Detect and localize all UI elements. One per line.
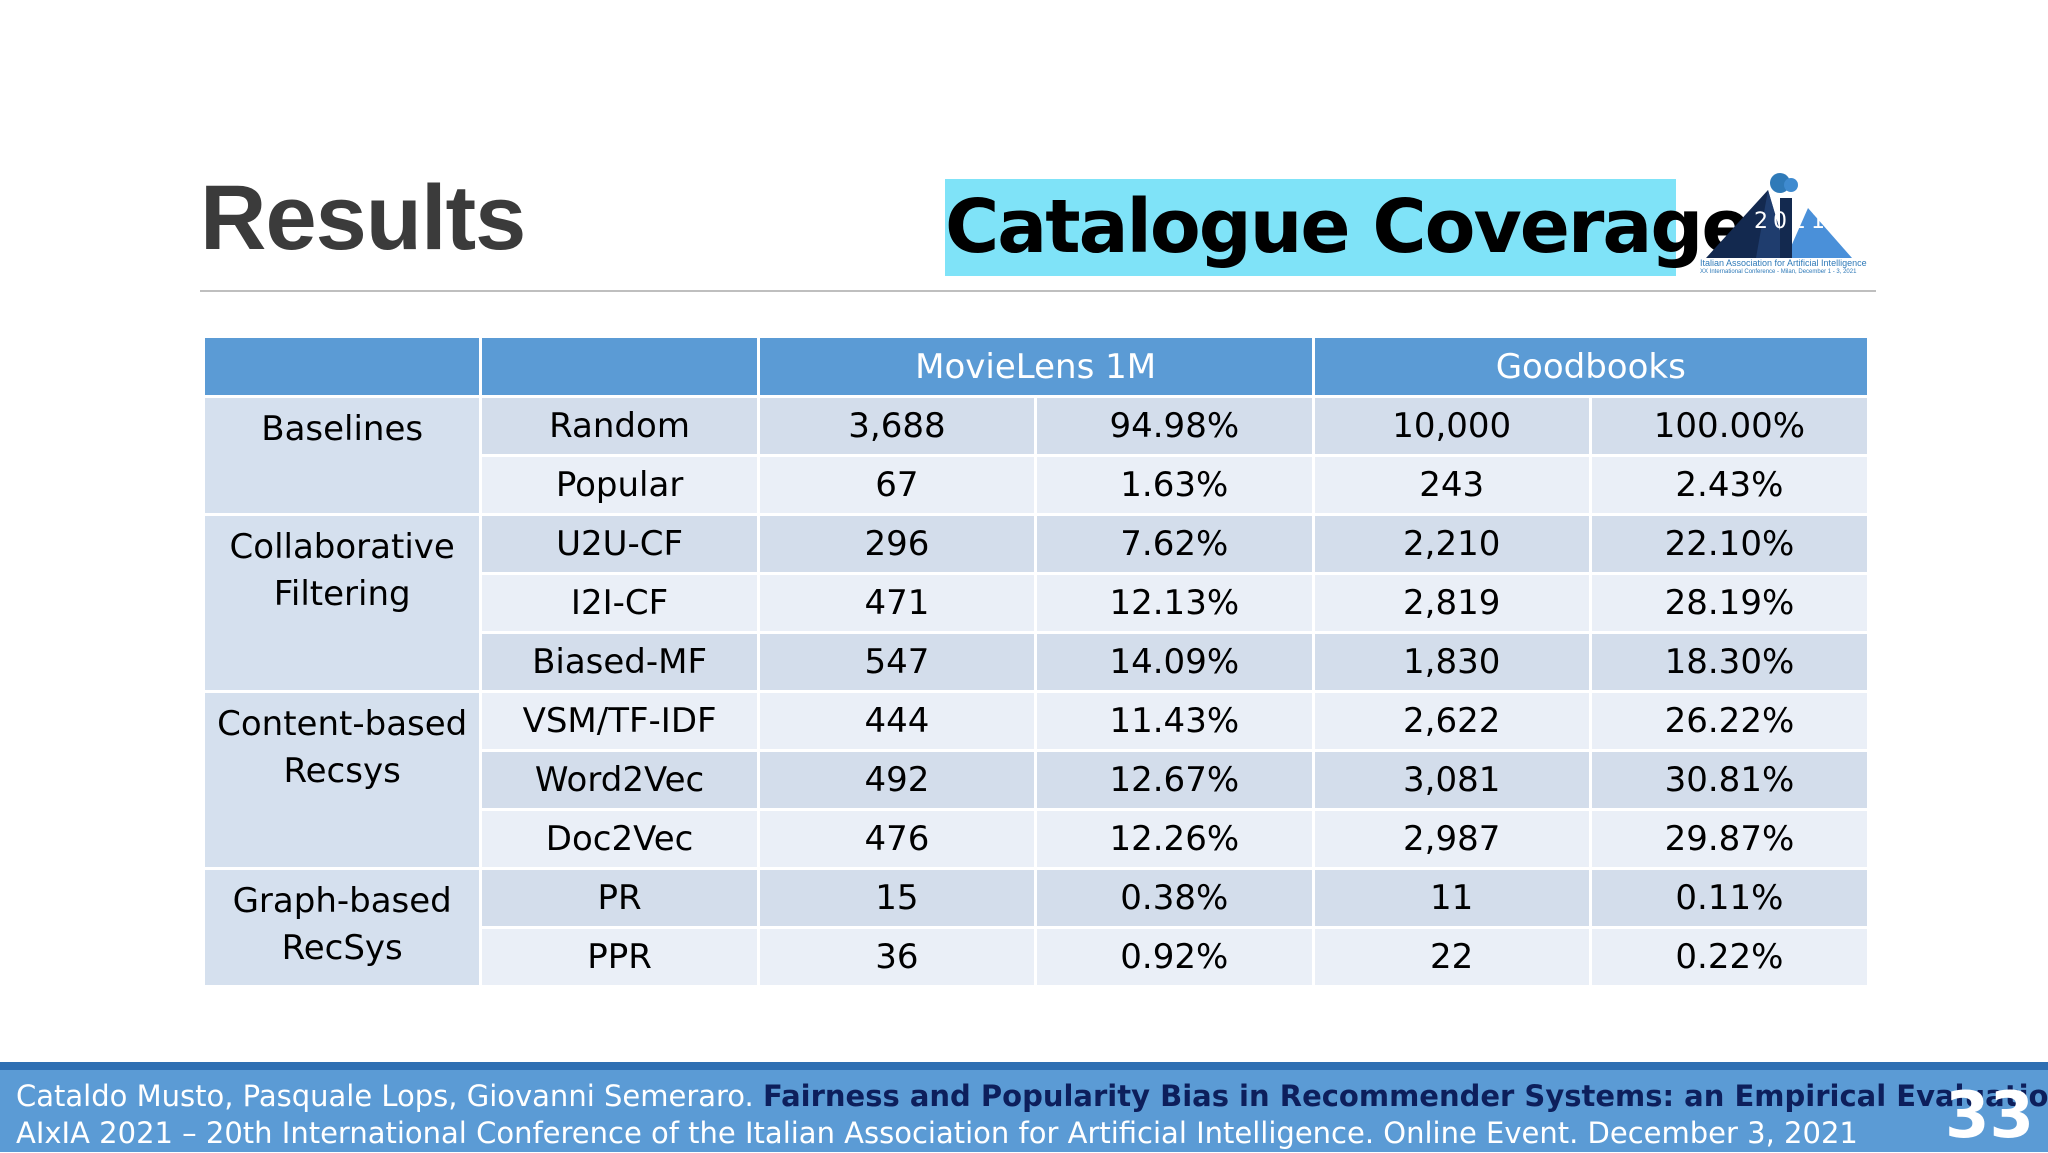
method-cell: VSM/TF-IDF xyxy=(482,693,757,749)
method-cell: I2I-CF xyxy=(482,575,757,631)
table-row: Doc2Vec 476 12.26% 2,987 29.87% xyxy=(205,811,1867,867)
group-label: Graph-based RecSys xyxy=(205,870,480,985)
goodbooks-percent-cell: 26.22% xyxy=(1591,693,1867,749)
coverage-table: MovieLens 1M Goodbooks Baselines Random 3,… xyxy=(202,335,1870,988)
table-row: PPR 36 0.92% 22 0.22% xyxy=(205,929,1867,985)
logo-year: 2021 xyxy=(1754,209,1830,234)
movielens-percent-cell: 12.13% xyxy=(1037,575,1312,631)
goodbooks-count-cell: 11 xyxy=(1314,870,1589,926)
method-cell: Popular xyxy=(482,457,757,513)
movielens-count-cell: 492 xyxy=(759,752,1035,808)
movielens-percent-cell: 94.98% xyxy=(1037,398,1312,454)
goodbooks-count-cell: 243 xyxy=(1314,457,1589,513)
goodbooks-percent-cell: 28.19% xyxy=(1591,575,1867,631)
table-row: Word2Vec 492 12.67% 3,081 30.81% xyxy=(205,752,1867,808)
method-cell: Random xyxy=(482,398,757,454)
movielens-count-cell: 296 xyxy=(759,516,1035,572)
movielens-count-cell: 3,688 xyxy=(759,398,1035,454)
method-cell: U2U-CF xyxy=(482,516,757,572)
table-header-row: MovieLens 1M Goodbooks xyxy=(205,338,1867,395)
footer-citation-line-1: Cataldo Musto, Pasquale Lops, Giovanni S… xyxy=(16,1082,2048,1111)
goodbooks-count-cell: 1,830 xyxy=(1314,634,1589,690)
goodbooks-percent-cell: 22.10% xyxy=(1591,516,1867,572)
movielens-percent-cell: 12.67% xyxy=(1037,752,1312,808)
method-cell: Word2Vec xyxy=(482,752,757,808)
header-empty-group xyxy=(205,338,480,395)
movielens-percent-cell: 1.63% xyxy=(1037,457,1312,513)
table-row: Popular 67 1.63% 243 2.43% xyxy=(205,457,1867,513)
movielens-count-cell: 476 xyxy=(759,811,1035,867)
table-row: Baselines Random 3,688 94.98% 10,000 100.00% xyxy=(205,398,1867,513)
movielens-count-cell: 15 xyxy=(759,870,1035,926)
movielens-percent-cell: 7.62% xyxy=(1037,516,1312,572)
goodbooks-percent-cell: 0.11% xyxy=(1591,870,1867,926)
group-label: Baselines xyxy=(205,398,480,513)
logo-caption-line-1: Italian Association for Artificial Intel… xyxy=(1700,258,1867,268)
movielens-count-cell: 36 xyxy=(759,929,1035,985)
goodbooks-percent-cell: 18.30% xyxy=(1591,634,1867,690)
header-dataset-goodbooks: Goodbooks xyxy=(1314,338,1867,395)
method-cell: PPR xyxy=(482,929,757,985)
group-label: Content-based Recsys xyxy=(205,693,480,867)
header-dataset-movielens: MovieLens 1M xyxy=(759,338,1312,395)
movielens-percent-cell: 0.92% xyxy=(1037,929,1312,985)
goodbooks-percent-cell: 30.81% xyxy=(1591,752,1867,808)
goodbooks-count-cell: 3,081 xyxy=(1314,752,1589,808)
movielens-count-cell: 444 xyxy=(759,693,1035,749)
footer-bar: Cataldo Musto, Pasquale Lops, Giovanni S… xyxy=(0,1062,2048,1152)
footer-authors: Cataldo Musto, Pasquale Lops, Giovanni S… xyxy=(16,1079,754,1113)
method-cell: PR xyxy=(482,870,757,926)
table-row: Content-based Recsys VSM/TF-IDF 444 11.43% 2,… xyxy=(205,693,1867,867)
goodbooks-count-cell: 2,819 xyxy=(1314,575,1589,631)
title-divider xyxy=(200,290,1876,292)
goodbooks-percent-cell: 0.22% xyxy=(1591,929,1867,985)
page-number: 33 xyxy=(1944,1079,2034,1153)
table-row: Graph-based RecSys PR 15 0.38% 11 0.11% xyxy=(205,870,1867,985)
method-cell: Biased-MF xyxy=(482,634,757,690)
aixia-logo: 2021 xyxy=(1706,173,1852,258)
movielens-count-cell: 547 xyxy=(759,634,1035,690)
goodbooks-count-cell: 2,622 xyxy=(1314,693,1589,749)
movielens-percent-cell: 14.09% xyxy=(1037,634,1312,690)
goodbooks-count-cell: 2,987 xyxy=(1314,811,1589,867)
table-row: Biased-MF 547 14.09% 1,830 18.30% xyxy=(205,634,1867,690)
movielens-count-cell: 471 xyxy=(759,575,1035,631)
footer-venue: AIxIA 2021 – 20th International Conferen… xyxy=(16,1116,1858,1150)
goodbooks-count-cell: 10,000 xyxy=(1314,398,1589,454)
goodbooks-count-cell: 2,210 xyxy=(1314,516,1589,572)
slide-title: Results xyxy=(200,167,526,269)
movielens-percent-cell: 0.38% xyxy=(1037,870,1312,926)
method-cell: Doc2Vec xyxy=(482,811,757,867)
goodbooks-percent-cell: 2.43% xyxy=(1591,457,1867,513)
header-empty-method xyxy=(482,338,757,395)
movielens-percent-cell: 12.26% xyxy=(1037,811,1312,867)
table-row: I2I-CF 471 12.13% 2,819 28.19% xyxy=(205,575,1867,631)
slide-subtitle: Catalogue Coverage xyxy=(945,179,1752,276)
footer-accent-line xyxy=(0,1062,2048,1070)
group-label: Collaborative Filtering xyxy=(205,516,480,690)
footer-paper-title: Fairness and Popularity Bias in Recommen… xyxy=(762,1079,2048,1113)
logo-caption-line-2: XX International Conference - Milan, Dec… xyxy=(1700,268,1857,275)
movielens-percent-cell: 11.43% xyxy=(1037,693,1312,749)
goodbooks-percent-cell: 100.00% xyxy=(1591,398,1867,454)
table-row: Collaborative Filtering U2U-CF 296 7.62% 2,21… xyxy=(205,516,1867,690)
logo-caption: Italian Association for Artificial Intel… xyxy=(1700,258,1870,276)
movielens-count-cell: 67 xyxy=(759,457,1035,513)
goodbooks-count-cell: 22 xyxy=(1314,929,1589,985)
goodbooks-percent-cell: 29.87% xyxy=(1591,811,1867,867)
